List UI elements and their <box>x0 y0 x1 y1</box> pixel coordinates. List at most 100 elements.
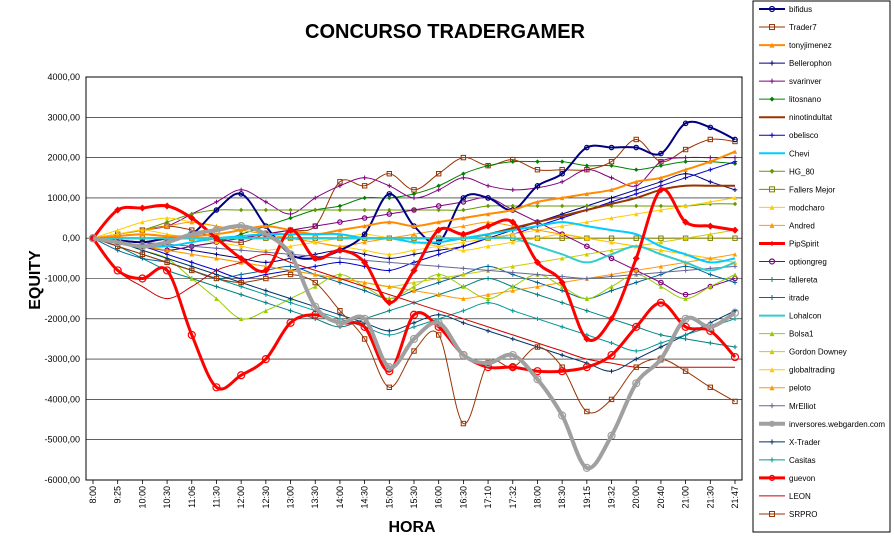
x-tick-label: 14:30 <box>360 486 370 509</box>
data-point <box>238 191 244 197</box>
legend-label: bifidus <box>789 5 812 14</box>
data-point <box>189 267 195 274</box>
y-axis-title: EQUITY <box>27 250 44 310</box>
data-point <box>656 355 666 364</box>
legend-entry: Chevi <box>759 149 810 158</box>
legend-entry: modcharo <box>759 203 825 212</box>
series-inversores-webgarden-com <box>88 222 740 473</box>
data-point <box>262 266 270 274</box>
data-point <box>732 159 738 164</box>
data-point <box>559 159 565 164</box>
data-point <box>731 226 739 234</box>
y-tick-label: 4000,00 <box>47 72 80 82</box>
data-point <box>485 195 491 201</box>
data-point <box>387 256 392 261</box>
legend-entry: inversores.webgarden.com <box>759 420 885 429</box>
data-point <box>633 235 639 241</box>
legend-entry: Lohalcon <box>759 312 821 321</box>
data-point <box>312 279 318 286</box>
data-point <box>385 363 394 372</box>
data-point <box>485 163 491 168</box>
legend-label: itrade <box>789 294 810 303</box>
data-point <box>263 308 269 313</box>
data-point <box>732 235 738 241</box>
data-point <box>362 195 367 201</box>
data-point <box>609 195 614 201</box>
data-point <box>683 175 688 180</box>
data-point <box>311 302 320 311</box>
data-point <box>387 219 392 225</box>
legend-entry: Bolsa1 <box>759 330 814 339</box>
x-tick-label: 13:30 <box>310 486 320 509</box>
data-point <box>411 348 417 354</box>
data-point <box>263 207 269 213</box>
data-point <box>708 179 713 184</box>
data-point <box>682 368 689 374</box>
data-point <box>435 203 442 209</box>
x-tick-label: 21:30 <box>705 486 715 509</box>
data-point <box>683 171 688 176</box>
legend-entry: Fallers Mejor <box>759 185 836 194</box>
data-point <box>633 364 639 370</box>
data-point <box>682 218 690 226</box>
series-line <box>92 236 736 272</box>
data-point <box>732 316 738 321</box>
data-point <box>658 207 664 213</box>
data-point <box>213 275 220 282</box>
chart-title: CONCURSO TRADERGAMER <box>305 21 586 43</box>
y-tick-label: 3000,00 <box>47 112 80 122</box>
data-point <box>559 364 565 370</box>
data-point <box>658 270 664 275</box>
data-point <box>683 332 688 338</box>
data-point <box>609 175 614 180</box>
data-point <box>683 336 688 342</box>
data-point <box>385 299 393 307</box>
legend-label: fallereta <box>789 276 818 285</box>
data-point <box>411 248 417 253</box>
data-point <box>361 336 368 342</box>
data-point <box>188 214 196 222</box>
data-point <box>535 316 540 321</box>
data-point <box>584 203 590 209</box>
legend-entry: fallereta <box>759 276 818 285</box>
data-point <box>510 203 515 209</box>
y-axis: 4000,00 3000,00 2000,00 1000,00 0,00 -1000,00… <box>44 72 80 485</box>
data-point <box>559 288 565 293</box>
data-point <box>732 264 738 269</box>
data-point <box>730 352 740 362</box>
data-point <box>362 252 367 257</box>
legend-entry: PipSpirit <box>759 239 820 248</box>
data-point <box>336 246 344 254</box>
legend-entry: obelisco <box>759 131 819 140</box>
x-tick-label: 19:15 <box>582 486 592 509</box>
data-point <box>387 284 392 289</box>
data-point <box>435 226 443 234</box>
data-point <box>769 168 775 174</box>
legend-entry: HG_80 <box>759 167 815 176</box>
legend-label: Andred <box>789 221 815 230</box>
data-point <box>681 314 690 323</box>
data-point <box>608 255 615 262</box>
legend-label: Bolsa1 <box>789 330 814 339</box>
data-point <box>288 215 293 221</box>
data-point <box>658 163 664 168</box>
legend-entry: SRPRO <box>759 510 817 519</box>
legend-label: ninotindultat <box>789 113 833 122</box>
data-point <box>634 272 639 277</box>
data-point <box>769 510 775 517</box>
data-point <box>263 300 269 305</box>
data-point <box>436 183 441 189</box>
data-point <box>362 288 367 293</box>
data-point <box>769 439 775 445</box>
data-point <box>411 231 417 237</box>
data-point <box>634 211 639 217</box>
legend-label: obelisco <box>789 131 819 140</box>
data-point <box>535 203 540 209</box>
data-point <box>436 272 441 277</box>
x-tick-label: 15:30 <box>409 486 419 509</box>
data-point <box>387 268 392 273</box>
data-point <box>683 167 688 172</box>
data-point <box>558 279 566 287</box>
data-point <box>768 420 776 427</box>
legend-entry: X-Trader <box>759 438 821 447</box>
